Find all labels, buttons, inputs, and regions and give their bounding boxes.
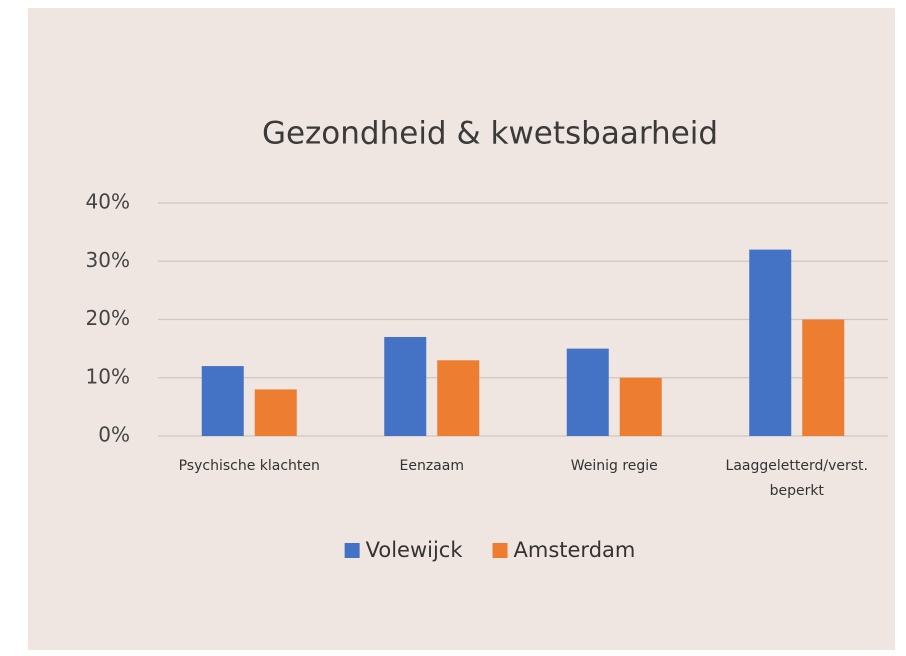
legend-label: Volewijck: [366, 538, 464, 562]
y-tick-label: 30%: [86, 248, 130, 272]
legend-swatch: [492, 543, 508, 558]
bar: [619, 377, 662, 436]
x-tick-label: Laaggeletterd/verst. beperkt: [726, 458, 868, 499]
y-tick-label: 40%: [86, 190, 130, 214]
x-tick-label: Eenzaam: [400, 458, 464, 474]
bar: [384, 336, 427, 436]
bar: [201, 366, 244, 436]
bar: [437, 360, 480, 436]
bar: [802, 319, 845, 436]
y-tick-label: 20%: [86, 306, 130, 330]
bar: [749, 249, 792, 436]
legend-label: Amsterdam: [514, 538, 636, 562]
chart-title: Gezondheid & kwetsbaarheid: [262, 116, 718, 152]
legend-swatch: [344, 543, 360, 558]
x-tick-label: Weinig regie: [571, 458, 658, 474]
bar: [566, 348, 609, 436]
y-tick-label: 10%: [86, 364, 130, 388]
y-tick-label: 0%: [98, 423, 130, 447]
x-tick-label: Psychische klachten: [179, 458, 320, 474]
bar: [254, 389, 297, 436]
